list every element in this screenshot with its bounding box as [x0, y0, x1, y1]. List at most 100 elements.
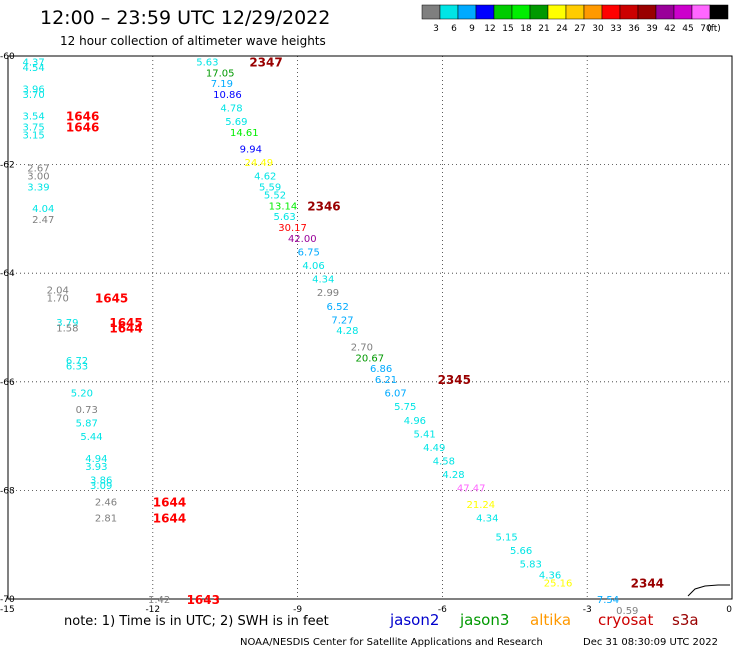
wave-height-label: 4.06 — [302, 261, 324, 272]
wave-height-label: 2.70 — [351, 343, 373, 354]
wave-height-label: 2.99 — [317, 288, 339, 299]
time-stamp-label: 2345 — [438, 373, 471, 387]
wave-height-label: 5.20 — [71, 389, 93, 400]
time-stamp-label: 1643 — [187, 593, 220, 607]
wave-height-label: 4.62 — [254, 171, 276, 182]
x-tick-label: -3 — [583, 605, 592, 615]
colorbar-swatch — [511, 4, 531, 20]
y-tick-label: -66 — [0, 378, 15, 388]
time-stamp-label: 1644 — [153, 495, 186, 509]
colorbar-swatch — [619, 4, 639, 20]
wave-height-label: 4.36 — [539, 571, 561, 582]
wave-height-label: 3.86 — [90, 476, 112, 487]
wave-height-label: 5.75 — [394, 402, 416, 413]
satellite-legend-item: cryosat — [598, 611, 653, 629]
wave-height-label: 6.21 — [375, 375, 397, 386]
wave-height-label: 5.66 — [510, 546, 532, 557]
y-tick-label: -70 — [0, 595, 15, 605]
wave-height-label: 2.81 — [95, 514, 117, 525]
colorbar-swatch — [655, 4, 675, 20]
wave-height-label: 5.15 — [495, 533, 517, 544]
axis-ticks: -15 -12 -9 -6 -3 0 -60 -62 -64 -66 -68 -70 — [0, 52, 732, 615]
chart-title: 12:00 – 23:59 UTC 12/29/2022 — [40, 7, 330, 29]
colorbar-label: 36 — [628, 24, 640, 34]
wave-height-label: 20.67 — [356, 353, 385, 364]
wave-height-label: 4.54 — [22, 63, 44, 74]
wave-height-label: 4.28 — [442, 470, 464, 481]
wave-height-label: 5.52 — [264, 190, 286, 201]
colorbar-label: 45 — [682, 24, 693, 34]
colorbar-swatch — [457, 4, 477, 20]
wave-height-label: 42.00 — [288, 234, 317, 245]
colorbar-swatch — [547, 4, 567, 20]
wave-height-label: 3.70 — [22, 90, 44, 101]
wave-height-label: 3.75 — [22, 123, 44, 134]
wave-height-label: 6.33 — [66, 362, 88, 373]
satellite-legend-item: jason2 — [389, 611, 439, 629]
satellite-legend: jason2 jason3 altika cryosat s3a — [389, 611, 699, 629]
satellite-legend-item: altika — [530, 611, 571, 629]
y-tick-label: -64 — [0, 269, 15, 279]
colorbar-label: 6 — [451, 24, 457, 34]
y-tick-label: -60 — [0, 52, 15, 62]
time-stamp-label: 1644 — [109, 322, 142, 336]
coastline — [687, 584, 730, 597]
wave-height-label: 5.63 — [196, 57, 218, 68]
plot-frame — [7, 55, 733, 600]
time-stamp-label: 1645 — [109, 316, 142, 330]
time-labels: 2347164616462346164516451644234516441644… — [66, 55, 664, 607]
satellite-legend-item: jason3 — [459, 611, 509, 629]
wave-height-label: 6.52 — [327, 302, 349, 313]
colorbar-label: 9 — [469, 24, 475, 34]
time-stamp-label: 1646 — [66, 121, 99, 135]
footer-timestamp: Dec 31 08:30:09 UTC 2022 — [583, 637, 718, 648]
x-tick-label: -12 — [145, 605, 160, 615]
chart-subtitle: 12 hour collection of altimeter wave hei… — [60, 34, 326, 48]
wave-height-label: 3.15 — [22, 131, 44, 142]
wave-height-label: 10.86 — [213, 90, 242, 101]
wave-height-label: 6.86 — [370, 364, 392, 375]
wave-height-label: 47.47 — [457, 484, 486, 495]
wave-height-label: 3.79 — [56, 318, 78, 329]
colorbar-label: 15 — [502, 24, 513, 34]
colorbar-label: (ft) — [707, 24, 721, 34]
wave-height-points: 4.374.54 3.963.70 3.543.753.15 2.673.003.39… — [22, 57, 638, 616]
colorbar-label: 3 — [433, 24, 439, 34]
wave-height-label: 4.96 — [404, 416, 426, 427]
colorbar-label: 30 — [592, 24, 604, 34]
wave-height-label: 7.54 — [597, 595, 619, 606]
wave-height-label: 1.42 — [148, 595, 170, 606]
wave-height-label: 3.09 — [90, 481, 112, 492]
wave-height-label: 3.93 — [85, 462, 107, 473]
wave-height-label: 5.41 — [413, 429, 435, 440]
wave-height-label: 6.72 — [66, 356, 88, 367]
wave-height-label: 0.73 — [76, 405, 98, 416]
y-tick-label: -62 — [0, 161, 15, 171]
wave-height-label: 7.27 — [331, 315, 353, 326]
colorbar-label: 24 — [556, 24, 568, 34]
wave-height-label: 25.16 — [544, 579, 573, 590]
footer-credit: NOAA/NESDIS Center for Satellite Applica… — [240, 637, 543, 648]
y-tick-label: -68 — [0, 486, 15, 496]
colorbar-swatch — [475, 4, 495, 20]
wave-height-label: 6.07 — [384, 389, 406, 400]
wave-height-label: 3.39 — [27, 182, 49, 193]
wave-height-label: 3.96 — [22, 85, 44, 96]
wave-height-label: 1.70 — [47, 294, 69, 305]
colorbar-swatch — [637, 4, 657, 20]
wave-height-label: 24.49 — [245, 158, 274, 169]
plot-grid — [8, 56, 732, 599]
wave-height-label: 5.83 — [520, 560, 542, 571]
wave-height-label: 5.87 — [76, 419, 98, 430]
wave-height-label: 3.54 — [22, 112, 44, 123]
colorbar-label: 12 — [484, 24, 495, 34]
colorbar-label: 27 — [574, 24, 585, 34]
wave-height-label: 3.00 — [27, 171, 49, 182]
wave-height-label: 4.78 — [220, 104, 242, 115]
colorbar-swatch — [565, 4, 585, 20]
colorbar-legend: 3 6 9 12 15 18 21 24 27 30 33 36 39 42 45 70(ft) — [421, 4, 729, 34]
wave-height-label: 5.44 — [80, 432, 102, 443]
colorbar-swatch — [529, 4, 549, 20]
wave-height-label: 9.94 — [240, 144, 262, 155]
colorbar-swatch — [439, 4, 459, 20]
